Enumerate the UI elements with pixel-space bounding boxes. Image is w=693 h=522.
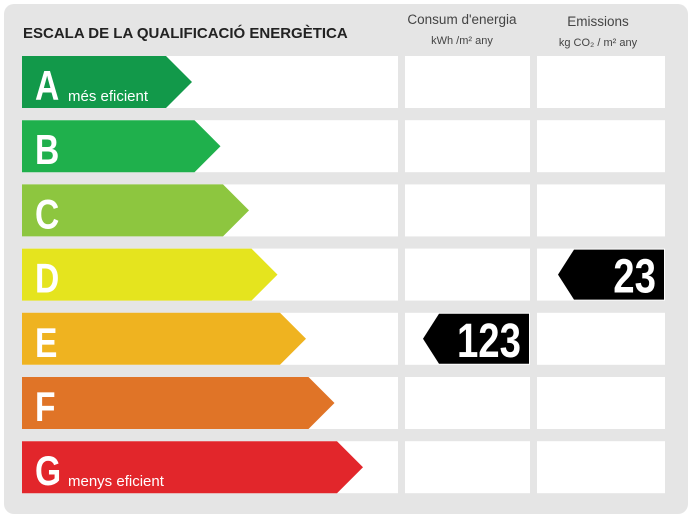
indicator-arrow (423, 313, 529, 364)
rating-letter: F (35, 385, 56, 431)
value-cell (405, 184, 530, 237)
value-cell (537, 441, 665, 494)
rating-letter: C (35, 192, 59, 238)
column-title: Consum d'energia (407, 12, 517, 27)
value-cell (405, 441, 530, 494)
value-cell (537, 377, 665, 429)
rating-arrow (22, 377, 335, 429)
rating-arrow (22, 120, 221, 173)
title: ESCALA DE LA QUALIFICACIÓ ENERGÈTICA (23, 24, 348, 42)
value-cell (537, 184, 665, 237)
rating-letter: D (35, 256, 59, 302)
column-title: Emissions (567, 14, 629, 29)
rating-arrow (22, 312, 306, 365)
rating-note: més eficient (68, 88, 149, 105)
column-unit: kWh /m² any (431, 35, 493, 47)
rating-arrow (22, 184, 249, 237)
rating-letter: A (35, 64, 59, 110)
value-cell (537, 312, 665, 365)
value-cell (405, 120, 530, 173)
indicator-value: 23 (613, 251, 656, 304)
rating-arrow (22, 441, 363, 494)
rating-letter: E (35, 320, 57, 366)
rating-letter: B (35, 128, 59, 174)
value-cell (405, 248, 530, 301)
column-unit: kg CO₂ / m² any (559, 37, 638, 49)
value-cell (537, 56, 665, 108)
rating-letter: G (35, 449, 61, 495)
value-cell (405, 56, 530, 108)
rating-arrow (22, 56, 192, 108)
indicator-arrow (558, 249, 664, 300)
value-cell (405, 377, 530, 429)
rating-arrow (22, 248, 278, 301)
indicator-value: 123 (457, 315, 521, 368)
value-cell (537, 120, 665, 173)
rating-note: menys eficient (68, 473, 165, 490)
